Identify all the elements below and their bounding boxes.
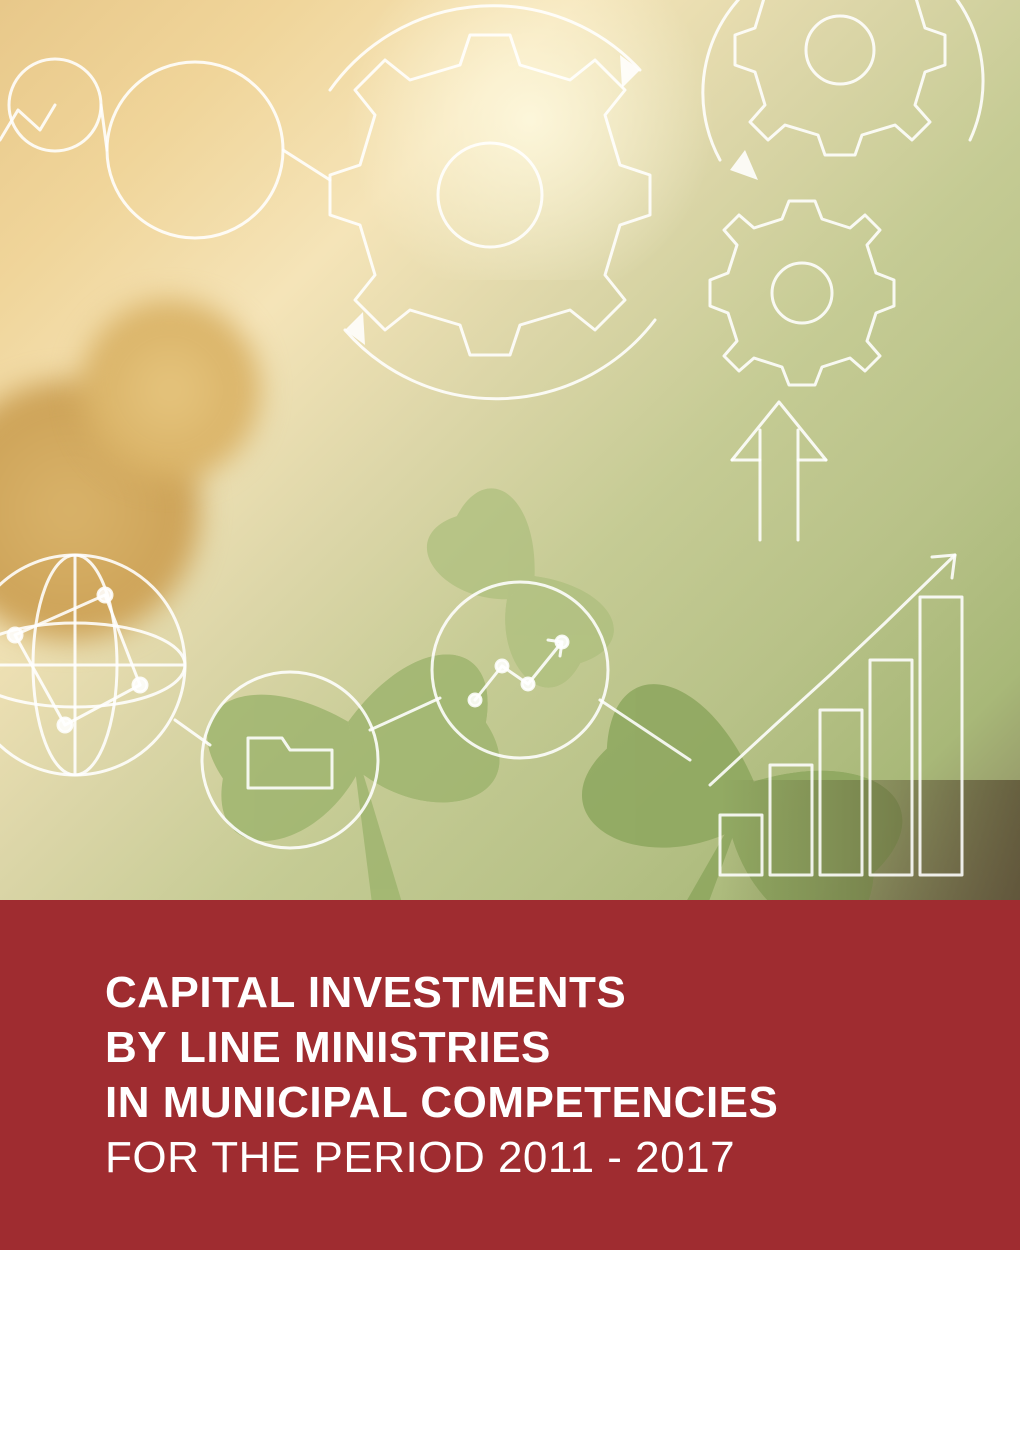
title-line-1: CAPITAL INVESTMENTS — [105, 965, 960, 1020]
cover-image — [0, 0, 1020, 900]
title-line-3: IN MUNICIPAL COMPETENCIES — [105, 1075, 960, 1130]
title-line-2: BY LINE MINISTRIES — [105, 1020, 960, 1075]
bottom-margin — [0, 1250, 1020, 1442]
light-flare — [320, 0, 740, 280]
wood-edge — [720, 780, 1020, 900]
coin-blur-2 — [80, 300, 260, 480]
cover-photo-layer — [0, 0, 1020, 900]
title-line-4: FOR THE PERIOD 2011 - 2017 — [105, 1130, 960, 1185]
title-block: CAPITAL INVESTMENTS BY LINE MINISTRIES I… — [0, 900, 1020, 1250]
